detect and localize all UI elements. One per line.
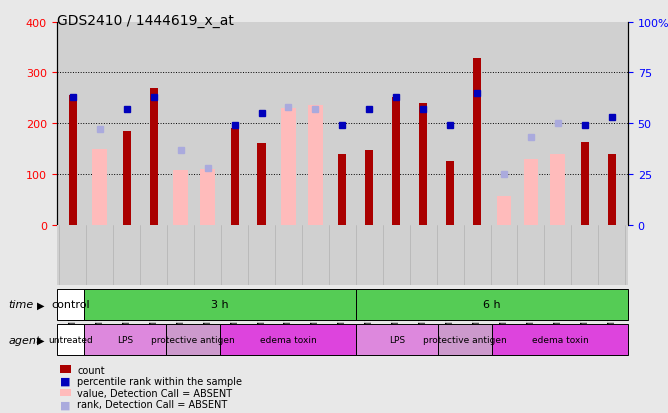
Bar [57, 289, 84, 320]
Bar [392, 97, 400, 225]
Bar [308, 106, 323, 225]
Text: time: time [9, 299, 34, 310]
Bar [446, 162, 454, 225]
Bar [150, 88, 158, 225]
Text: ■: ■ [60, 399, 71, 409]
Text: rank, Detection Call = ABSENT: rank, Detection Call = ABSENT [77, 399, 228, 409]
Bar [580, 142, 589, 225]
Text: untreated: untreated [48, 335, 93, 344]
Text: protective antigen: protective antigen [423, 335, 506, 344]
Text: LPS: LPS [389, 335, 405, 344]
Text: protective antigen: protective antigen [151, 335, 234, 344]
Bar [524, 159, 538, 225]
Text: edema toxin: edema toxin [532, 335, 589, 344]
Text: 3 h: 3 h [211, 299, 228, 310]
Text: LPS: LPS [117, 335, 133, 344]
Bar [281, 109, 296, 225]
Text: ▶: ▶ [37, 299, 44, 310]
Text: control: control [51, 299, 90, 310]
Bar [419, 104, 428, 225]
Text: edema toxin: edema toxin [260, 335, 317, 344]
Bar [220, 324, 356, 355]
Bar [166, 324, 220, 355]
Bar [496, 196, 512, 225]
Bar [492, 324, 628, 355]
Bar [92, 149, 108, 225]
Text: percentile rank within the sample: percentile rank within the sample [77, 376, 242, 386]
Text: ■: ■ [60, 376, 71, 386]
Text: 6 h: 6 h [483, 299, 501, 310]
Text: value, Detection Call = ABSENT: value, Detection Call = ABSENT [77, 388, 232, 398]
Bar [438, 324, 492, 355]
Bar [69, 96, 77, 225]
Text: ▶: ▶ [37, 335, 44, 345]
Text: agent: agent [9, 335, 41, 345]
Text: GDS2410 / 1444619_x_at: GDS2410 / 1444619_x_at [57, 14, 234, 28]
Bar [356, 289, 628, 320]
Bar [365, 150, 373, 225]
Bar [338, 154, 347, 225]
Bar [257, 144, 266, 225]
Bar [200, 169, 215, 225]
Bar [123, 131, 131, 225]
Text: count: count [77, 365, 105, 375]
Bar [84, 324, 166, 355]
Bar [473, 59, 481, 225]
Bar [57, 324, 84, 355]
Bar [84, 289, 356, 320]
Bar [550, 154, 565, 225]
Bar [356, 324, 438, 355]
Bar [608, 154, 616, 225]
Bar [173, 171, 188, 225]
Bar [230, 129, 238, 225]
